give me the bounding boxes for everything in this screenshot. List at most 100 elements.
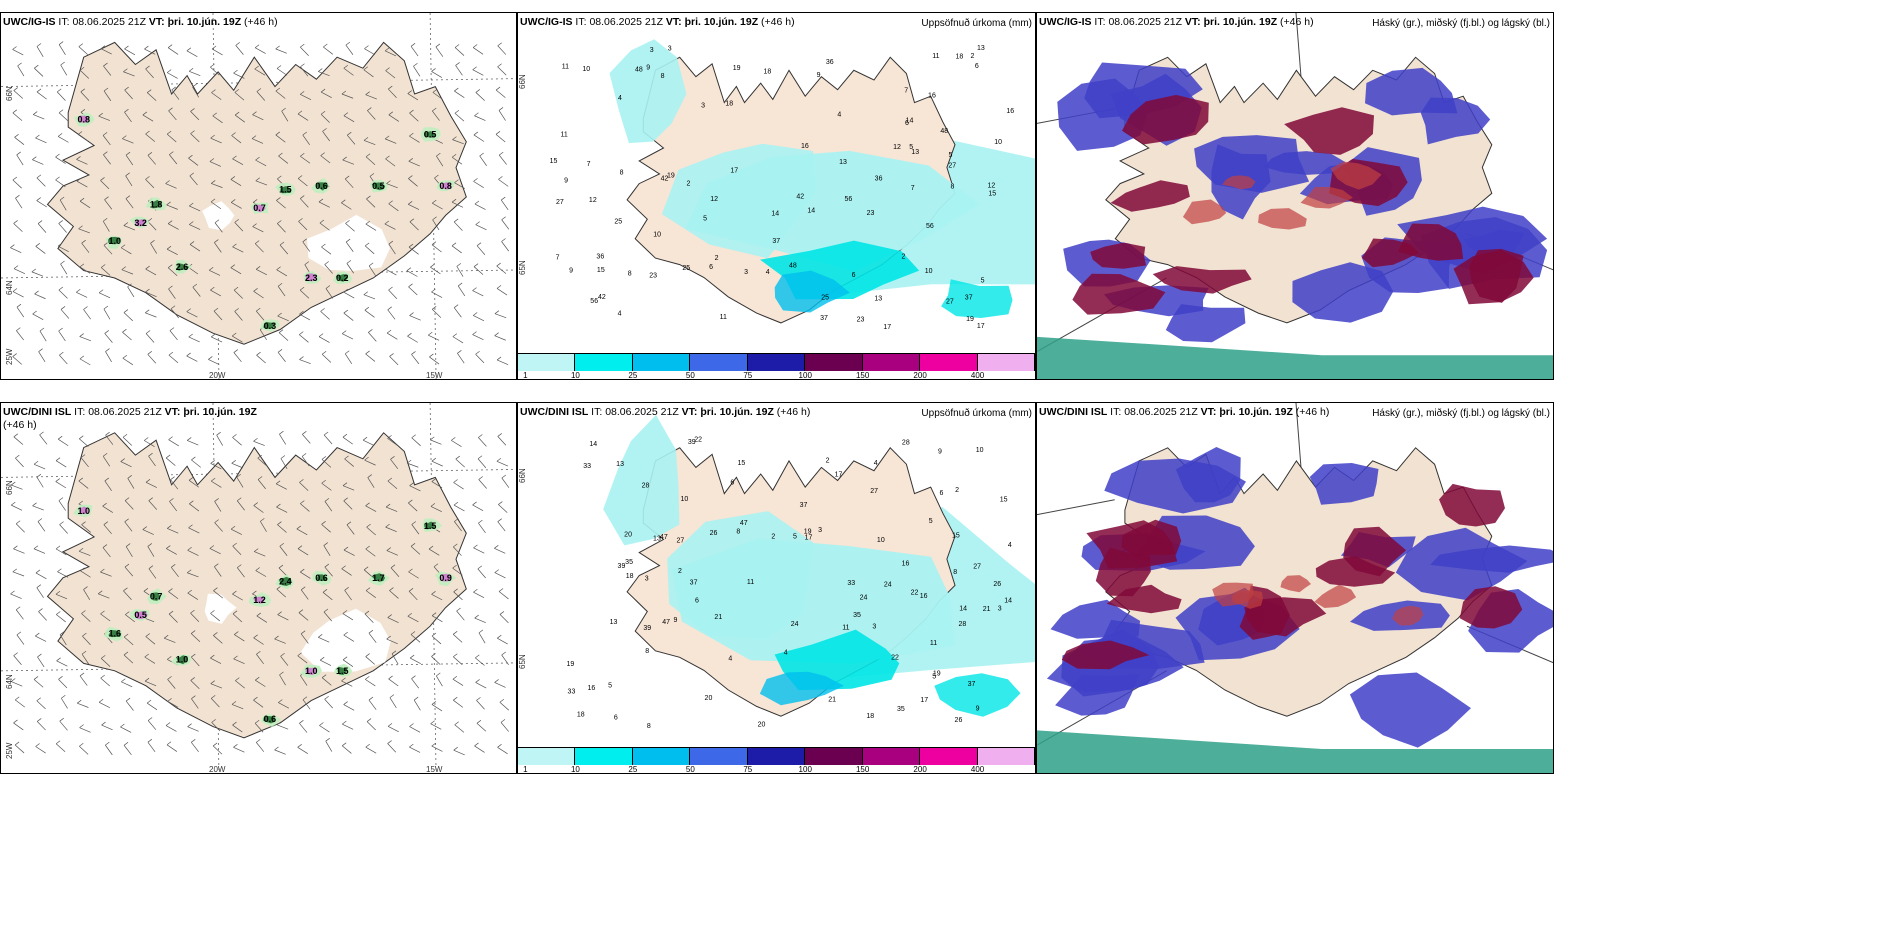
wind-barb: [254, 240, 260, 244]
wind-barb: [453, 218, 459, 223]
wind-barb: [321, 479, 326, 484]
wind-barb: [103, 87, 109, 92]
precip-value-label: 8: [645, 648, 649, 655]
wind-barb: [276, 503, 281, 508]
wind-barb: [191, 656, 200, 667]
wind-barb: [56, 657, 61, 662]
wind-barb: [125, 154, 134, 166]
wind-barb: [103, 245, 113, 255]
precip-value-label: 24: [884, 582, 892, 589]
wind-barb: [32, 156, 37, 160]
wind-barb: [76, 156, 81, 160]
precip-value-label: 10: [877, 537, 885, 544]
wind-barb: [124, 497, 130, 501]
wind-barb: [365, 656, 375, 665]
wind-barb: [387, 743, 397, 753]
wind-barb: [189, 70, 201, 77]
wind-barb: [298, 609, 304, 613]
wind-barb: [233, 352, 242, 363]
precip-value-label: 9: [569, 268, 573, 275]
wind-barb: [302, 238, 307, 243]
precip-value-label: 8: [950, 183, 954, 190]
wind-barb: [79, 197, 85, 202]
wind-barb: [318, 68, 323, 72]
wind-barb: [473, 178, 478, 182]
wind-barb: [104, 477, 110, 482]
wind-map: 0.80.51.83.21.02.60.71.5 0.6 0.80.50.32.3 0…: [1, 13, 516, 379]
wind-barb: [297, 652, 302, 657]
precip-core: [253, 596, 265, 604]
wind-barb: [342, 333, 354, 340]
wind-barb: [430, 439, 442, 445]
wind-barb: [16, 631, 22, 636]
wind-barb: [168, 351, 174, 356]
wind-barb: [142, 111, 148, 116]
wind-barb: [368, 696, 374, 701]
precip-core: [440, 573, 452, 582]
wind-barb: [167, 701, 179, 708]
precip-value-label: 0.5: [372, 181, 385, 191]
wind-barb: [124, 518, 129, 523]
wind-barb: [386, 180, 391, 184]
wind-barb: [497, 63, 502, 68]
wind-barb: [406, 267, 412, 271]
high-cloud: [1280, 575, 1311, 593]
glacier: [307, 214, 390, 271]
wind-barb: [120, 461, 132, 468]
wind-barb: [105, 741, 110, 746]
wind-barb: [58, 41, 64, 45]
precip-value-label: 0.6: [315, 181, 328, 191]
precip-labels: 2345689101113141516171819202122242627283…: [567, 436, 1013, 730]
wind-barb: [188, 154, 193, 159]
wind-barb: [302, 131, 308, 136]
wind-barb: [61, 694, 66, 699]
precip-core: [79, 115, 89, 123]
wind-barb: [123, 651, 129, 656]
panel-subtitle: Háský (gr.), miðský (fj.bl.) og lágský (…: [1372, 18, 1550, 29]
wind-barb: [190, 130, 195, 134]
wind-barb: [13, 90, 23, 99]
wind-barb: [35, 746, 46, 754]
wind-barb: [279, 546, 288, 556]
wind-barb: [209, 161, 221, 167]
wind-barb: [435, 46, 444, 57]
lat-label-65: 65N: [518, 260, 527, 275]
wind-barb: [276, 65, 282, 69]
wind-barb: [409, 132, 414, 137]
wind-barb: [167, 267, 178, 276]
wind-barb: [97, 590, 103, 595]
wind-barb: [345, 41, 351, 46]
wind-barb: [210, 480, 222, 488]
wind-barb: [78, 480, 89, 489]
wind-barb: [252, 590, 257, 595]
colorbar-labels: 1 10 25 50 75 100 150 200 400: [518, 765, 1035, 773]
wind-barb: [79, 727, 91, 733]
mid-cloud: [1430, 545, 1553, 573]
precip-value-label: 3: [744, 269, 748, 276]
wind-barb: [186, 47, 192, 52]
wind-barb: [123, 222, 129, 226]
wind-barb: [369, 173, 375, 177]
colorbar-tick-label: 75: [743, 371, 753, 380]
wind-barb: [385, 138, 397, 144]
wind-barb: [255, 268, 268, 276]
precip-value-label: 4: [618, 310, 622, 317]
wind-barb: [300, 568, 305, 573]
precip-value-label: 15: [988, 191, 996, 198]
wind-barb: [59, 631, 65, 635]
wind-barb: [13, 548, 25, 554]
wind-barb: [211, 180, 216, 184]
wind-barb: [31, 271, 44, 277]
wind-barb: [342, 485, 355, 491]
wind-barb: [166, 744, 178, 752]
wind-barb: [170, 567, 179, 577]
wind-barb: [12, 353, 17, 357]
wind-barb: [389, 590, 399, 599]
wind-barb: [368, 699, 377, 710]
wind-barb: [58, 676, 63, 680]
precip-value-label: 33: [583, 463, 591, 470]
wind-barb: [214, 222, 223, 233]
wind-barb: [147, 351, 152, 355]
precip-core: [134, 611, 148, 620]
precip-value-label: 26: [955, 717, 963, 724]
